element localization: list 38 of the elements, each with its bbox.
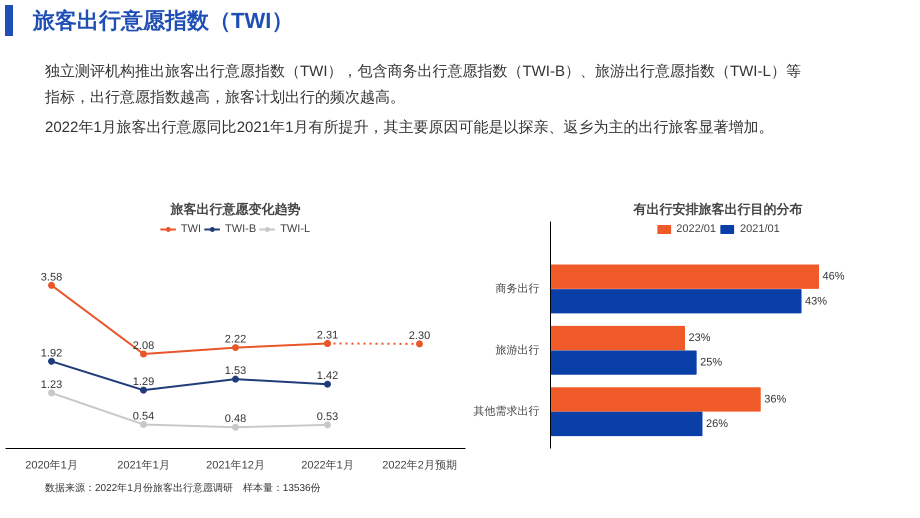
legend-label: TWI [180,223,202,235]
legend-label: TWI-B [225,223,256,235]
x-tick-label: 2020年1月 [25,460,78,472]
data-label: 0.54 [132,410,154,422]
data-label: 2.08 [132,340,154,352]
y-tick-label: 商务出行 [496,282,540,295]
data-label: 1.23 [40,378,62,391]
text: 旅客出行意愿指数（TWI） [5,5,294,36]
x-tick-label: 2022年1月 [301,460,354,472]
text: 2022年1月旅客出行意愿同比2021年1月有所提升，其主要原因可能是以探亲、返乡为主的出行旅客显著增加。 [45,118,774,138]
data-label: 2.31 [316,329,338,342]
data-label: 36% [764,393,786,406]
data-label: 1.29 [132,376,154,388]
source-note: 数据来源：2022年1月份旅客出行意愿调研 样本量：13536份 [44,482,321,496]
legend-label: 2021/01 [740,223,780,235]
text: 独立测评机构推出旅客出行意愿指数（TWI），包含商务出行意愿指数（TWI-B）、旅游出行意愿指数（TWI-L）等指标，出行意愿指数越高，旅客计划出行的频次越高。 [45,62,802,108]
legend-label: 2022/01 [676,223,716,235]
data-label: 1.92 [40,347,62,360]
data-label: 0.48 [224,413,246,426]
data-label: 3.58 [40,271,62,284]
chart-title: 有出行安排旅客出行目的分布 [632,202,802,216]
data-label: 43% [805,295,828,308]
data-label: 26% [706,418,728,430]
y-tick-label: 其他需求出行 [474,404,540,418]
data-label: 1.53 [224,365,246,378]
chart-title: 旅客出行意愿变化趋势 [170,202,300,216]
data-label: 1.42 [316,370,338,382]
data-label: 2.22 [224,334,246,346]
x-tick-label: 2022年2月预期 [382,460,457,472]
data-label: 0.53 [316,410,338,423]
data-label: 2.30 [408,330,430,342]
y-tick-label: 旅游出行 [496,343,540,356]
x-tick-label: 2021年1月 [117,460,170,472]
data-label: 23% [688,332,711,344]
x-tick-label: 2021年12月 [206,460,265,472]
data-label: 25% [700,356,722,369]
legend-label: TWI-L [280,223,310,235]
data-label: 46% [822,270,845,283]
